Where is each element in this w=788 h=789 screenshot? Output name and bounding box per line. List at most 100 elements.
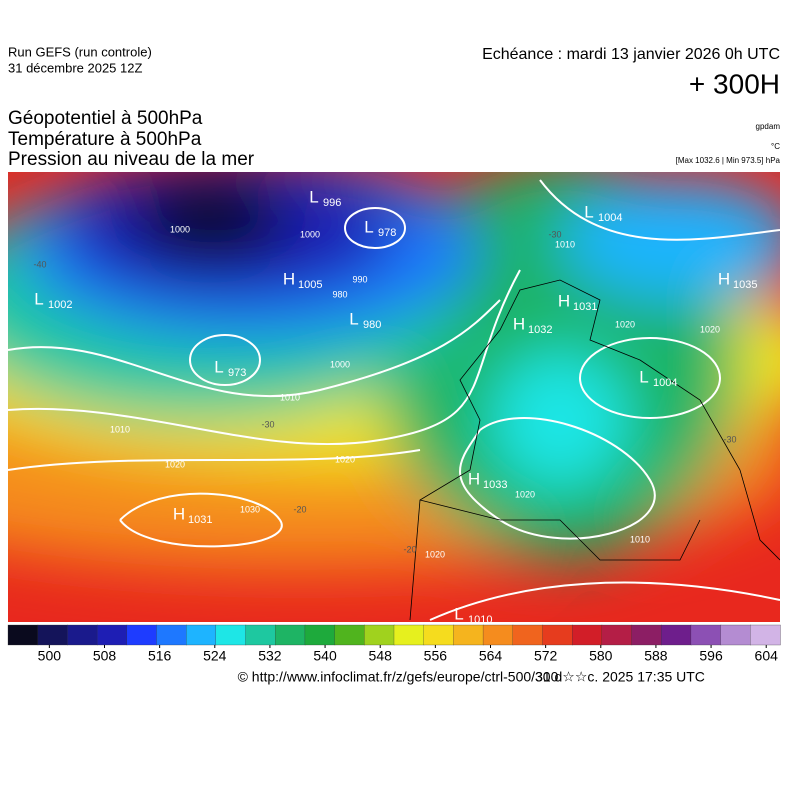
title: Pression au niveau de la mer (8, 149, 255, 170)
colorbar-swatch (7, 624, 39, 646)
coastlines (409, 279, 780, 621)
center-kind: L (309, 187, 318, 206)
colorbar-swatch (364, 624, 395, 646)
isobar-label: 1020 (700, 324, 720, 334)
center-kind: L (349, 309, 358, 328)
colorbar-swatch (453, 624, 484, 646)
colorbar-tick-label: 556 (424, 648, 448, 664)
center-kind: L (34, 289, 43, 308)
lead-time: + 300H (689, 68, 780, 99)
colorbar-tick-label: 604 (755, 648, 779, 664)
run-date: 31 décembre 2025 12Z (8, 60, 142, 75)
colorbar-swatch (215, 624, 247, 646)
unit: gpdam (756, 122, 781, 131)
colorbar-tick-label: 572 (534, 648, 558, 664)
colorbar-tick-label: 516 (148, 648, 172, 664)
center-value: 1004 (653, 377, 677, 389)
title: Géopotentiel à 500hPa (8, 108, 203, 129)
isobar-label: 1000 (300, 229, 320, 239)
isotherm-label: -30 (723, 434, 736, 444)
source-url: © http://www.infoclimat.fr/z/gefs/europe… (238, 669, 559, 685)
center-kind: L (639, 367, 648, 386)
colorbar-tick-label: 548 (369, 648, 393, 664)
colorbar-swatch (304, 624, 336, 646)
isotherm-label: -20 (293, 504, 306, 514)
colorbar-tick-label: 532 (258, 648, 282, 664)
unit: °C (771, 142, 780, 151)
center-kind: H (173, 504, 185, 523)
colorbar-tick-label: 540 (313, 648, 337, 664)
colorbar-swatch (156, 624, 187, 646)
isobar-label: 1020 (615, 319, 635, 329)
colorbar-tick-label: 588 (644, 648, 668, 664)
isotherm-label: -20 (403, 544, 416, 554)
center-value: 1035 (733, 279, 757, 291)
center-kind: L (364, 217, 373, 236)
colorbar-swatch (690, 624, 722, 646)
center-kind: L (454, 604, 463, 623)
isotherm-label: -30 (261, 419, 274, 429)
isotherm-label: -30 (548, 229, 561, 239)
colorbar-tick-label: 580 (589, 648, 613, 664)
center-value: 973 (228, 367, 246, 379)
isobar-label: 1010 (110, 424, 130, 434)
isobar-label: 1000 (170, 224, 190, 234)
forecast-time: Echéance : mardi 13 janvier 2026 0h UTC (482, 46, 780, 63)
isobar-label: 1020 (335, 454, 355, 464)
center-value: 980 (363, 319, 381, 331)
center-value: 1004 (598, 212, 622, 224)
center-kind: H (558, 291, 570, 310)
colorbar-swatch (601, 624, 633, 646)
colorbar-swatch (245, 624, 276, 646)
isobar-label: 1030 (240, 504, 260, 514)
title: Température à 500hPa (8, 129, 202, 150)
center-value: 1005 (298, 279, 322, 291)
center-kind: H (468, 469, 480, 488)
center-kind: H (718, 269, 730, 288)
colorbar-swatch (275, 624, 306, 646)
colorbar-swatch (631, 624, 662, 646)
unit: [Max 1032.6 | Min 973.5] hPa (676, 156, 781, 165)
center-value: 1032 (528, 324, 552, 336)
colorbar-tick-label: 524 (203, 648, 227, 664)
isobar-label: 1010 (555, 239, 575, 249)
colorbar-tick-label: 500 (38, 648, 62, 664)
colorbar-tick-label: 508 (93, 648, 117, 664)
colorbar-swatch (720, 624, 751, 646)
isobar-label: 980 (332, 289, 347, 299)
center-value: 1010 (468, 614, 492, 626)
isobars (8, 179, 780, 621)
center-value: 1031 (188, 514, 212, 526)
colorbar-swatch (334, 624, 365, 646)
isobar-label: 1000 (330, 359, 350, 369)
center-kind: L (214, 357, 223, 376)
colorbar-swatch (542, 624, 573, 646)
colorbar-swatch (186, 624, 217, 646)
center-kind: H (513, 314, 525, 333)
center-value: 1031 (573, 301, 597, 313)
isotherm-label: -40 (33, 259, 46, 269)
isobar-label: 1010 (630, 534, 650, 544)
center-kind: L (584, 202, 593, 221)
run-label: Run GEFS (run controle) (8, 44, 152, 59)
isobar-label: 1020 (515, 489, 535, 499)
colorbar-swatch (482, 624, 514, 646)
center-kind: H (283, 269, 295, 288)
colorbar-swatch (423, 624, 455, 646)
colorbar-swatch (67, 624, 98, 646)
center-value: 978 (378, 227, 396, 239)
colorbar-swatch (750, 624, 781, 646)
colorbar-swatch (661, 624, 692, 646)
colorbar-swatch (126, 624, 158, 646)
colorbar-swatch (512, 624, 544, 646)
isobar-label: 990 (352, 274, 367, 284)
field-shading (8, 172, 780, 570)
colorbar-swatch (393, 624, 425, 646)
colorbar-tick-label: 564 (479, 648, 503, 664)
center-value: 1002 (48, 299, 72, 311)
colorbar-tick-label: 596 (699, 648, 723, 664)
center-value: 996 (323, 197, 341, 209)
center-value: 1033 (483, 479, 507, 491)
